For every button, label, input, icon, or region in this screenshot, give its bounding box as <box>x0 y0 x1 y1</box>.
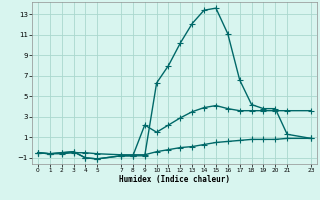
X-axis label: Humidex (Indice chaleur): Humidex (Indice chaleur) <box>119 175 230 184</box>
